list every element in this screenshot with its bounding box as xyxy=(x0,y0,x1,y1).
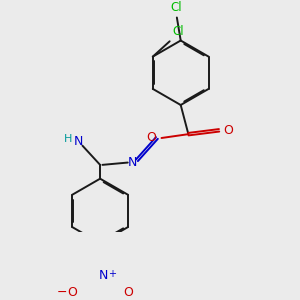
Text: O: O xyxy=(146,131,156,145)
Text: N: N xyxy=(128,156,137,169)
Text: O: O xyxy=(124,286,134,299)
Text: Cl: Cl xyxy=(173,25,184,38)
Text: H: H xyxy=(64,134,72,144)
Text: O: O xyxy=(67,286,76,299)
Text: Cl: Cl xyxy=(170,1,182,14)
Text: +: + xyxy=(108,269,116,279)
Text: N: N xyxy=(98,269,108,282)
Text: N: N xyxy=(74,135,83,148)
Text: O: O xyxy=(224,124,234,137)
Text: −: − xyxy=(56,286,67,299)
